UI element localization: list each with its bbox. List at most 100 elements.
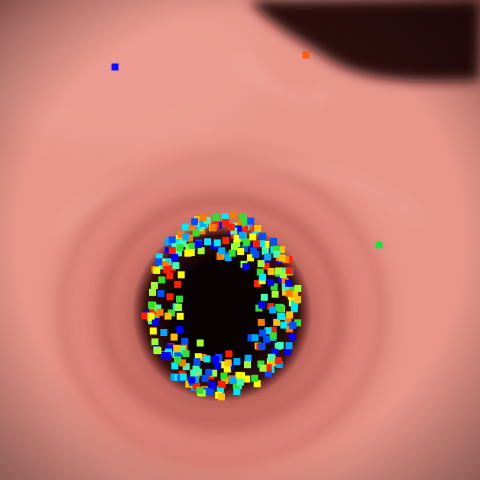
tracking-marker [213, 239, 221, 247]
tracking-marker [241, 218, 249, 226]
tracking-marker [150, 282, 158, 289]
tracking-marker [257, 360, 265, 368]
tracking-marker [164, 246, 172, 254]
tracking-marker [166, 344, 174, 352]
tracking-marker [247, 334, 255, 342]
tracking-marker [208, 381, 216, 389]
tracking-marker [247, 217, 255, 225]
tracking-marker [257, 260, 265, 268]
tracking-marker [147, 312, 155, 320]
tracking-marker [196, 339, 204, 347]
tracking-marker [194, 353, 202, 361]
tracking-marker [290, 305, 298, 313]
tracking-marker [177, 231, 185, 239]
tracking-marker [259, 329, 267, 337]
tracking-marker [156, 308, 164, 316]
tracking-marker [166, 272, 174, 280]
tracking-marker [204, 238, 212, 246]
tracking-marker [288, 333, 296, 341]
tracking-marker [185, 380, 193, 388]
tracking-marker [261, 247, 269, 255]
tracking-marker [216, 386, 224, 394]
tracking-marker [236, 378, 244, 386]
tracking-marker [192, 375, 199, 383]
tracking-marker [149, 327, 157, 335]
tracking-marker [188, 376, 196, 384]
tracking-marker [264, 369, 272, 377]
tracking-marker [233, 388, 241, 396]
tracking-marker [217, 361, 225, 369]
tracking-marker [166, 293, 174, 301]
tracking-marker [189, 223, 196, 231]
tracking-marker [199, 220, 207, 228]
tracking-marker [242, 263, 250, 271]
tracking-marker [172, 262, 180, 270]
tracking-marker [234, 225, 242, 233]
tracking-marker [267, 353, 275, 361]
tracking-marker [182, 350, 190, 358]
tracking-marker [231, 243, 238, 251]
tracking-marker [218, 247, 226, 255]
tracking-marker [230, 227, 238, 235]
tracking-marker [279, 271, 287, 279]
tracking-marker [171, 243, 179, 251]
tracking-marker [285, 325, 293, 333]
tracking-marker [168, 247, 176, 254]
tracking-marker [176, 326, 184, 334]
tracking-marker [270, 237, 277, 245]
tracking-marker [294, 284, 302, 292]
tracking-marker [280, 267, 288, 275]
tracking-marker [151, 338, 159, 346]
tracking-marker [174, 280, 182, 288]
tracking-marker [203, 216, 211, 224]
tracking-marker [155, 253, 163, 261]
tracking-marker [168, 236, 176, 244]
tracking-marker [254, 224, 262, 232]
tracking-marker [285, 342, 293, 350]
tracking-marker [222, 219, 229, 226]
tracking-marker [202, 387, 210, 395]
tracking-marker [221, 376, 229, 384]
tracking-marker [258, 342, 266, 350]
tracking-marker [259, 232, 266, 240]
tracking-marker [294, 319, 302, 327]
tracking-marker [171, 253, 179, 261]
tracking-marker [273, 318, 281, 326]
tracking-marker [249, 233, 257, 241]
tracking-marker [242, 239, 250, 247]
tracking-marker [148, 301, 155, 309]
tracking-marker [218, 393, 225, 401]
tracking-marker [158, 276, 166, 284]
tracking-marker [257, 318, 265, 326]
tracking-marker [179, 373, 187, 381]
tracking-marker [193, 382, 200, 390]
tracking-marker [212, 213, 220, 221]
tracking-marker [252, 251, 260, 259]
tracking-marker [273, 246, 281, 253]
tracking-marker [221, 213, 229, 220]
tracking-marker [282, 288, 289, 296]
tracking-marker [227, 223, 235, 231]
tracking-marker [151, 318, 159, 325]
tracking-marker [192, 229, 200, 237]
tracking-marker [291, 291, 299, 299]
tracking-marker [243, 375, 251, 383]
tracking-marker [262, 240, 270, 248]
tracking-marker [191, 218, 199, 226]
tracking-marker [229, 211, 237, 219]
tracking-marker [269, 326, 277, 334]
tracking-marker [285, 279, 293, 287]
outlier-marker [302, 51, 310, 59]
tracking-marker [174, 352, 182, 360]
tracking-marker [278, 254, 286, 262]
tracking-marker [217, 380, 225, 388]
tracking-marker [284, 348, 292, 356]
tracking-marker [168, 264, 176, 271]
tracking-marker [294, 296, 302, 304]
tracking-marker [174, 356, 182, 364]
tracking-marker [278, 246, 285, 254]
tracking-marker [251, 334, 259, 342]
tracking-marker [253, 280, 261, 288]
tracking-marker [244, 354, 252, 362]
